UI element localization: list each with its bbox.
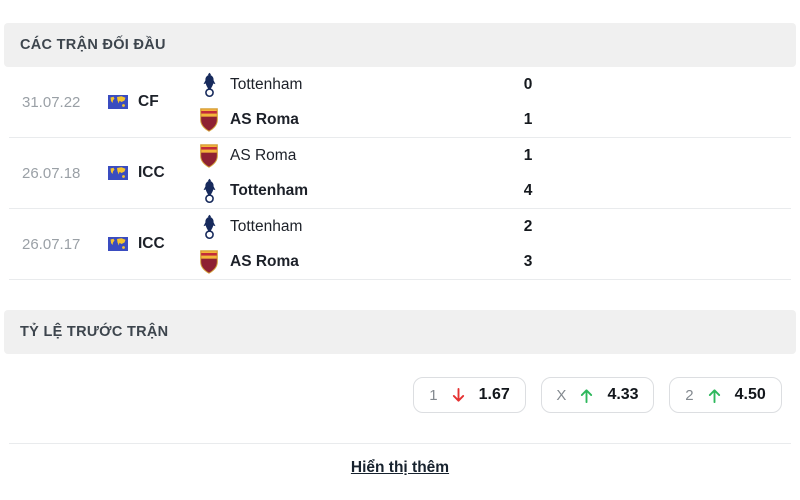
odds-section-header: TỶ LỆ TRƯỚC TRẬN — [4, 310, 796, 354]
competition-code: CF — [138, 93, 159, 110]
team-name: AS Roma — [230, 146, 297, 164]
odds-label: X — [556, 386, 567, 404]
team-score: 1 — [523, 146, 533, 164]
odds-value: 4.33 — [607, 386, 639, 403]
team-line: Tottenham 0 — [198, 67, 550, 102]
tottenham-crest-icon — [198, 213, 220, 240]
team-name: Tottenham — [230, 75, 303, 93]
h2h-section-header: CÁC TRẬN ĐỐI ĐẦU — [4, 23, 796, 67]
team-line: AS Roma 1 — [198, 138, 550, 173]
roma-crest-icon — [198, 249, 220, 275]
teams-block: Tottenham 2 AS Roma 3 — [198, 209, 550, 279]
team-score: 2 — [523, 217, 533, 235]
odds-value: 4.50 — [734, 386, 766, 403]
team-score: 3 — [523, 252, 533, 270]
team-line: AS Roma 1 — [198, 102, 550, 137]
team-score: 0 — [523, 75, 533, 93]
competition: ICC — [108, 235, 198, 253]
trend-up-icon — [579, 387, 594, 404]
match-date: 26.07.18 — [22, 164, 81, 182]
competition: CF — [108, 93, 198, 111]
world-flag-icon — [108, 166, 128, 180]
team-line: AS Roma 3 — [198, 244, 550, 279]
trend-down-icon — [451, 387, 466, 404]
team-score: 4 — [523, 181, 533, 199]
world-flag-icon — [108, 95, 128, 109]
odds-label: 2 — [685, 386, 694, 404]
competition-code: ICC — [138, 164, 165, 181]
team-name: Tottenham — [230, 217, 303, 235]
match-row[interactable]: 26.07.17 ICC Tottenham 2 — [9, 209, 791, 280]
h2h-section-title: CÁC TRẬN ĐỐI ĐẦU — [20, 37, 166, 53]
team-line: Tottenham 2 — [198, 209, 550, 244]
team-name: AS Roma — [230, 110, 299, 128]
roma-crest-icon — [198, 143, 220, 169]
odds-value: 1.67 — [478, 386, 510, 403]
odds-box-away[interactable]: 2 4.50 — [669, 377, 782, 413]
show-more-container: Hiển thị thêm — [0, 459, 800, 477]
team-name: AS Roma — [230, 252, 299, 270]
h2h-match-list: 31.07.22 CF Tottenham 0 — [9, 67, 791, 280]
competition-code: ICC — [138, 235, 165, 252]
teams-block: AS Roma 1 Tottenham 4 — [198, 138, 550, 208]
odds-box-home[interactable]: 1 1.67 — [413, 377, 526, 413]
odds-section-title: TỶ LỆ TRƯỚC TRẬN — [20, 324, 169, 340]
team-score: 1 — [523, 110, 533, 128]
roma-crest-icon — [198, 107, 220, 133]
tottenham-crest-icon — [198, 177, 220, 204]
show-more-link[interactable]: Hiển thị thêm — [350, 459, 450, 476]
world-flag-icon — [108, 237, 128, 251]
match-row[interactable]: 26.07.18 ICC AS Roma 1 — [9, 138, 791, 209]
team-name: Tottenham — [230, 181, 309, 199]
team-line: Tottenham 4 — [198, 173, 550, 208]
odds-label: 1 — [429, 386, 438, 404]
match-date: 26.07.17 — [22, 235, 81, 253]
odds-row: 1 1.67 X 4.33 2 4.50 — [0, 377, 800, 413]
match-date: 31.07.22 — [22, 93, 81, 111]
match-row[interactable]: 31.07.22 CF Tottenham 0 — [9, 67, 791, 138]
tottenham-crest-icon — [198, 71, 220, 98]
bottom-divider — [9, 443, 791, 444]
teams-block: Tottenham 0 AS Roma 1 — [198, 67, 550, 137]
trend-up-icon — [707, 387, 722, 404]
competition: ICC — [108, 164, 198, 182]
odds-box-draw[interactable]: X 4.33 — [541, 377, 654, 413]
